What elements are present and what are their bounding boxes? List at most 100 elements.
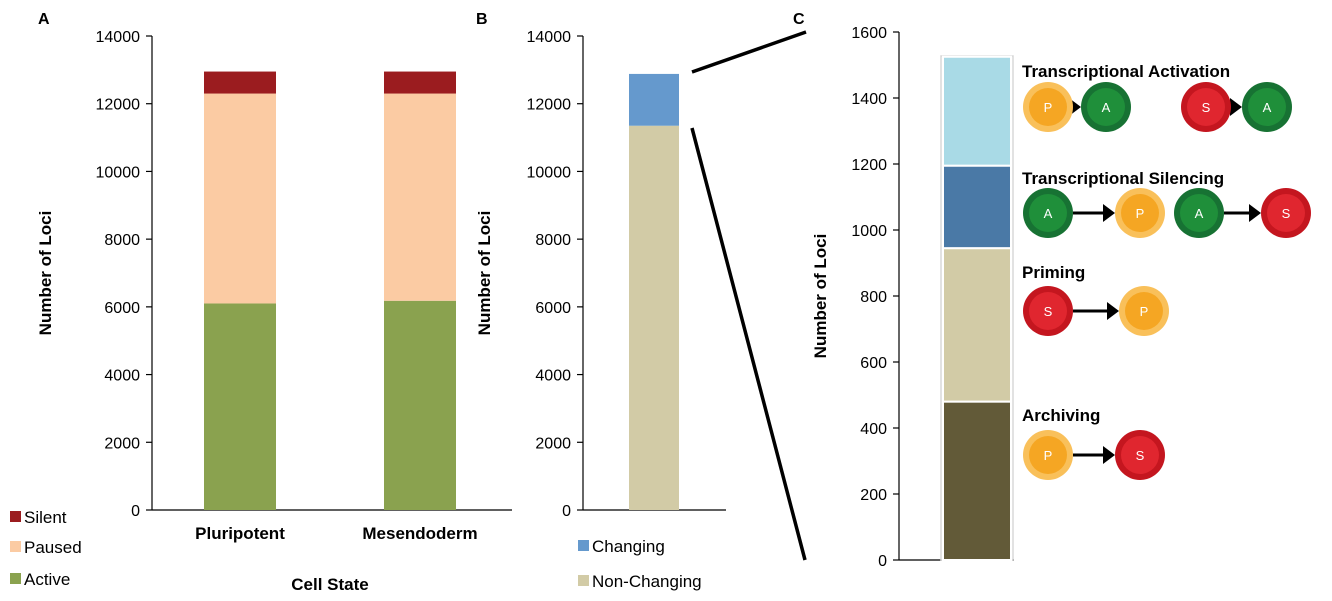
chart-a-ticks: 0 2000 4000 6000 8000 10000 12000 14000 bbox=[96, 29, 152, 520]
transition-arrow-head bbox=[1230, 98, 1242, 116]
chart-a-y-axis-title: Number of Loci bbox=[36, 211, 55, 336]
state-node-label: A bbox=[1044, 206, 1053, 221]
state-node-p bbox=[1029, 88, 1067, 126]
chart-b-y-axis-title: Number of Loci bbox=[475, 211, 494, 336]
panel-label-c: C bbox=[793, 11, 805, 28]
annotation-title-archiving: Archiving bbox=[1022, 406, 1100, 425]
zoom-line-bottom bbox=[690, 127, 807, 561]
panel-label-a: A bbox=[38, 11, 50, 28]
state-node-label: S bbox=[1044, 304, 1053, 319]
chart-b-legend-label-non-changing: Non-Changing bbox=[592, 572, 702, 591]
state-node-label: P bbox=[1044, 100, 1053, 115]
state-node-label: A bbox=[1263, 100, 1272, 115]
chart-b-y-tick-label: 14000 bbox=[527, 29, 572, 46]
chart-a-mesendoderm-bar-silent bbox=[384, 71, 456, 94]
chart-a-pluripotent-bar-silent bbox=[204, 71, 276, 94]
chart-b-bar-changing bbox=[629, 73, 679, 126]
chart-a-x-axis-title: Cell State bbox=[291, 575, 368, 594]
chart-c-y-tick-label: 1200 bbox=[851, 157, 887, 174]
chart-b-y-tick-label: 2000 bbox=[535, 435, 571, 452]
transition-annotations: Transcriptional Activation P A S A Transcript… bbox=[1022, 62, 1311, 480]
chart-a-y-tick-label: 10000 bbox=[96, 164, 141, 181]
state-node-label: S bbox=[1136, 448, 1145, 463]
state-node-p bbox=[1125, 292, 1163, 330]
chart-b-y-tick-label: 8000 bbox=[535, 232, 571, 249]
annotation-title-transcriptional-silencing: Transcriptional Silencing bbox=[1022, 169, 1224, 188]
chart-a-y-tick-label: 4000 bbox=[104, 368, 140, 385]
state-node-a bbox=[1087, 88, 1125, 126]
state-node-p bbox=[1029, 436, 1067, 474]
chart-c-bar-archiving bbox=[942, 400, 1012, 561]
chart-b-y-tick-label: 12000 bbox=[527, 97, 572, 114]
chart-a-y-tick-label: 6000 bbox=[104, 300, 140, 317]
transition-arrow-head bbox=[1103, 446, 1115, 464]
chart-a-y-tick-label: 8000 bbox=[104, 232, 140, 249]
state-node-label: A bbox=[1102, 100, 1111, 115]
chart-a-categories: Pluripotent Mesendoderm bbox=[195, 524, 477, 543]
chart-a-bars bbox=[204, 71, 456, 510]
chart-b-y-tick-label: 6000 bbox=[535, 300, 571, 317]
chart-c-ticks: 0 200 400 600 800 1000 1200 1400 1600 bbox=[851, 25, 899, 570]
chart-a-legend-label-active: Active bbox=[24, 570, 70, 589]
chart-c: 0 200 400 600 800 1000 1200 1400 1600 Number of … bbox=[811, 25, 1014, 570]
chart-a-legend-swatch-paused bbox=[10, 541, 21, 552]
state-node-label: P bbox=[1136, 206, 1145, 221]
chart-a: 0 2000 4000 6000 8000 10000 12000 14000 Pluripo… bbox=[10, 29, 512, 594]
chart-a-pluripotent-bar-paused bbox=[204, 93, 276, 304]
transition-arrow-head bbox=[1249, 204, 1261, 222]
chart-a-legend-label-paused: Paused bbox=[24, 538, 82, 557]
chart-c-bar-priming bbox=[942, 247, 1012, 403]
chart-a-mesendoderm-bar-paused bbox=[384, 93, 456, 301]
chart-c-y-tick-label: 1000 bbox=[851, 223, 887, 240]
state-node-a bbox=[1029, 194, 1067, 232]
chart-c-y-tick-label: 0 bbox=[878, 553, 887, 570]
chart-a-legend-label-silent: Silent bbox=[24, 508, 67, 527]
chart-c-y-tick-label: 800 bbox=[860, 289, 887, 306]
chart-a-y-tick-label: 12000 bbox=[96, 97, 141, 114]
chart-b-bars bbox=[629, 73, 679, 510]
chart-b-bar-non-changing bbox=[629, 125, 679, 510]
chart-b-legend: Changing Non-Changing bbox=[578, 537, 702, 591]
chart-c-y-tick-label: 1600 bbox=[851, 25, 887, 42]
state-node-p bbox=[1121, 194, 1159, 232]
chart-a-legend: Silent Paused Active bbox=[10, 508, 82, 589]
chart-a-y-tick-label: 2000 bbox=[104, 435, 140, 452]
chart-a-mesendoderm-bar-active bbox=[384, 300, 456, 510]
zoom-line-top bbox=[691, 30, 807, 74]
chart-c-y-tick-label: 200 bbox=[860, 487, 887, 504]
chart-b-y-tick-label: 10000 bbox=[527, 164, 572, 181]
chart-b-legend-label-changing: Changing bbox=[592, 537, 665, 556]
panel-label-b: B bbox=[476, 11, 488, 28]
chart-b-legend-swatch-changing bbox=[578, 540, 589, 551]
chart-b-y-tick-label: 0 bbox=[562, 503, 571, 520]
chart-b-legend-swatch-non-changing bbox=[578, 575, 589, 586]
state-node-s bbox=[1121, 436, 1159, 474]
chart-a-y-tick-label: 0 bbox=[131, 503, 140, 520]
chart-c-bar-transcriptional-activation bbox=[942, 55, 1012, 167]
chart-a-y-tick-label: 14000 bbox=[96, 29, 141, 46]
state-node-label: P bbox=[1140, 304, 1149, 319]
state-node-s bbox=[1029, 292, 1067, 330]
transition-arrow-head bbox=[1107, 302, 1119, 320]
chart-a-category-label: Pluripotent bbox=[195, 524, 285, 543]
chart-b: 0 2000 4000 6000 8000 10000 12000 14000 Number … bbox=[475, 29, 726, 591]
transition-arrow-head bbox=[1103, 204, 1115, 222]
chart-a-category-label: Mesendoderm bbox=[362, 524, 477, 543]
state-node-a bbox=[1248, 88, 1286, 126]
state-node-a bbox=[1180, 194, 1218, 232]
chart-c-y-tick-label: 1400 bbox=[851, 91, 887, 108]
annotation-title-priming: Priming bbox=[1022, 263, 1085, 282]
chart-c-y-tick-label: 400 bbox=[860, 421, 887, 438]
chart-a-legend-swatch-active bbox=[10, 573, 21, 584]
state-node-label: P bbox=[1044, 448, 1053, 463]
chart-b-y-tick-label: 4000 bbox=[535, 368, 571, 385]
state-node-label: S bbox=[1282, 206, 1291, 221]
chart-c-y-axis-title: Number of Loci bbox=[811, 234, 830, 359]
chart-c-y-tick-label: 600 bbox=[860, 355, 887, 372]
state-node-s bbox=[1267, 194, 1305, 232]
chart-a-legend-swatch-silent bbox=[10, 511, 21, 522]
state-node-label: A bbox=[1195, 206, 1204, 221]
chart-c-bars bbox=[940, 55, 1014, 561]
annotation-title-transcriptional-activation: Transcriptional Activation bbox=[1022, 62, 1230, 81]
